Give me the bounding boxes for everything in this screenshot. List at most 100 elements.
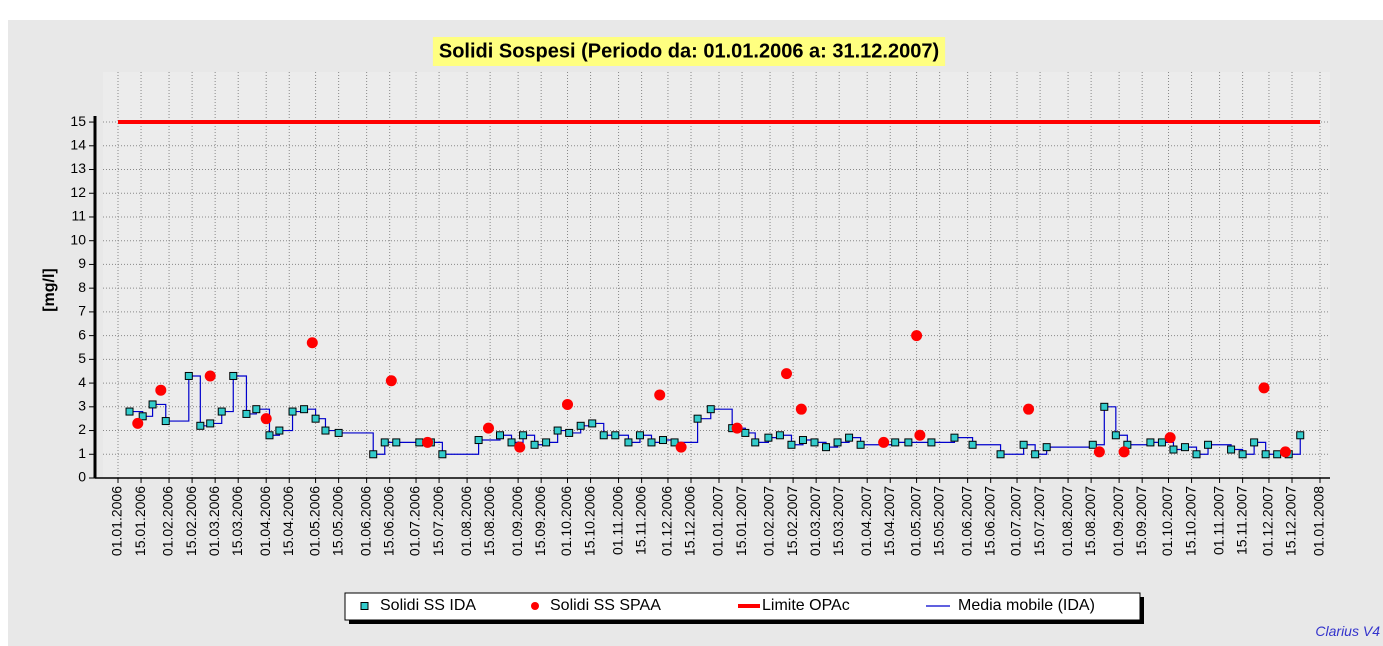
data-point <box>635 431 644 440</box>
data-point <box>706 405 715 414</box>
data-point <box>1157 438 1166 447</box>
data-point <box>1023 403 1035 415</box>
y-tick-label: 8 <box>78 279 86 295</box>
x-tick-label: 15.12.2006 <box>682 486 698 556</box>
data-point <box>125 407 134 416</box>
x-tick-label: 01.10.2006 <box>558 486 574 556</box>
data-point <box>380 438 389 447</box>
data-point <box>968 440 977 449</box>
data-point <box>482 422 494 434</box>
data-point <box>950 433 959 442</box>
y-axis-label: [mg/l] <box>41 268 58 312</box>
data-point <box>1100 402 1109 411</box>
x-tick-label: 01.10.2007 <box>1159 486 1175 556</box>
x-tick-label: 01.02.2007 <box>761 486 777 556</box>
data-point <box>647 438 656 447</box>
data-point <box>996 450 1005 459</box>
x-tick-label: 15.10.2006 <box>581 486 597 556</box>
data-point <box>311 414 320 423</box>
y-tick-label: 2 <box>78 421 86 437</box>
data-point <box>132 417 144 429</box>
data-point <box>731 422 743 434</box>
x-tick-label: 01.11.2007 <box>1210 486 1226 555</box>
data-point <box>265 431 274 440</box>
data-point <box>588 419 597 428</box>
data-point <box>138 412 147 421</box>
data-point <box>822 443 831 452</box>
x-tick-label: 15.09.2006 <box>532 486 548 556</box>
marks <box>118 120 1320 459</box>
legend-label: Media mobile (IDA) <box>958 597 1095 614</box>
data-point <box>1031 450 1040 459</box>
legend-swatch <box>360 602 369 610</box>
data-point <box>562 398 574 410</box>
data-point <box>1258 382 1270 394</box>
y-tick-label: 7 <box>78 303 86 319</box>
data-point <box>1192 450 1201 459</box>
data-point <box>514 441 526 453</box>
y-tick-label: 5 <box>78 350 86 366</box>
footer: Clarius V4 <box>1315 623 1380 639</box>
data-point <box>1093 446 1105 458</box>
data-point <box>1204 440 1213 449</box>
x-tick-label: 15.12.2007 <box>1283 486 1299 556</box>
data-point <box>275 426 284 435</box>
data-point <box>565 428 574 437</box>
data-point <box>775 431 784 440</box>
x-tick-label: 01.06.2006 <box>357 486 373 556</box>
data-point <box>659 436 668 445</box>
legend-label: Limite OPAc <box>762 597 850 614</box>
x-tick-label: 15.07.2007 <box>1031 486 1047 556</box>
x-tick-label: 01.03.2006 <box>206 486 222 556</box>
data-point <box>300 405 309 414</box>
x-tick-label: 15.06.2006 <box>380 486 396 556</box>
x-tick-label: 01.05.2006 <box>306 486 322 556</box>
x-tick-label: 15.01.2006 <box>132 486 148 556</box>
data-point <box>856 440 865 449</box>
data-point <box>260 413 272 425</box>
x-tick-label: 15.08.2006 <box>481 486 497 556</box>
data-point <box>833 438 842 447</box>
data-point <box>654 389 666 401</box>
x-tick-label: 01.08.2006 <box>458 486 474 556</box>
data-point <box>438 450 447 459</box>
legend-label: Solidi SS SPAA <box>550 597 661 614</box>
x-tick-label: 15.02.2007 <box>784 486 800 556</box>
y-tick-label: 1 <box>78 445 86 461</box>
data-point <box>810 438 819 447</box>
x-tick-label: 15.08.2007 <box>1082 486 1098 556</box>
x-tick-label: 15.04.2007 <box>881 486 897 556</box>
legend-swatch <box>531 602 539 610</box>
title-box <box>432 37 946 66</box>
data-point <box>1164 432 1176 444</box>
data-point <box>693 414 702 423</box>
x-tick-label: 01.05.2007 <box>907 486 923 556</box>
x-tick-label: 15.03.2006 <box>229 486 245 556</box>
data-point <box>474 436 483 445</box>
data-point <box>321 426 330 435</box>
data-point <box>369 450 378 459</box>
x-tick-label: 15.06.2007 <box>981 486 997 556</box>
x-tick-label: 01.04.2006 <box>257 486 273 556</box>
data-point <box>1279 446 1291 458</box>
data-point <box>927 438 936 447</box>
data-point <box>798 436 807 445</box>
data-point <box>242 409 251 418</box>
x-tick-label: 01.04.2007 <box>858 486 874 556</box>
x-tick-label: 01.06.2007 <box>958 486 974 556</box>
data-point <box>1169 445 1178 454</box>
y-tick-label: 12 <box>70 184 86 200</box>
x-tick-label: 01.09.2007 <box>1110 486 1126 556</box>
y-tick-label: 9 <box>78 255 86 271</box>
x-tick-label: 15.10.2007 <box>1182 486 1198 556</box>
x-tick-label: 01.03.2007 <box>807 486 823 556</box>
data-point <box>741 428 750 437</box>
chart-title: Solidi Sospesi (Periodo da: 01.01.2006 a… <box>439 40 939 62</box>
x-tick-label: 01.11.2006 <box>609 486 625 555</box>
x-tick-label: 15.02.2006 <box>183 486 199 556</box>
data-point <box>891 438 900 447</box>
data-point <box>599 431 608 440</box>
y-tick-label: 13 <box>70 160 86 176</box>
data-point <box>1180 443 1189 452</box>
x-tick-label: 15.04.2006 <box>280 486 296 556</box>
